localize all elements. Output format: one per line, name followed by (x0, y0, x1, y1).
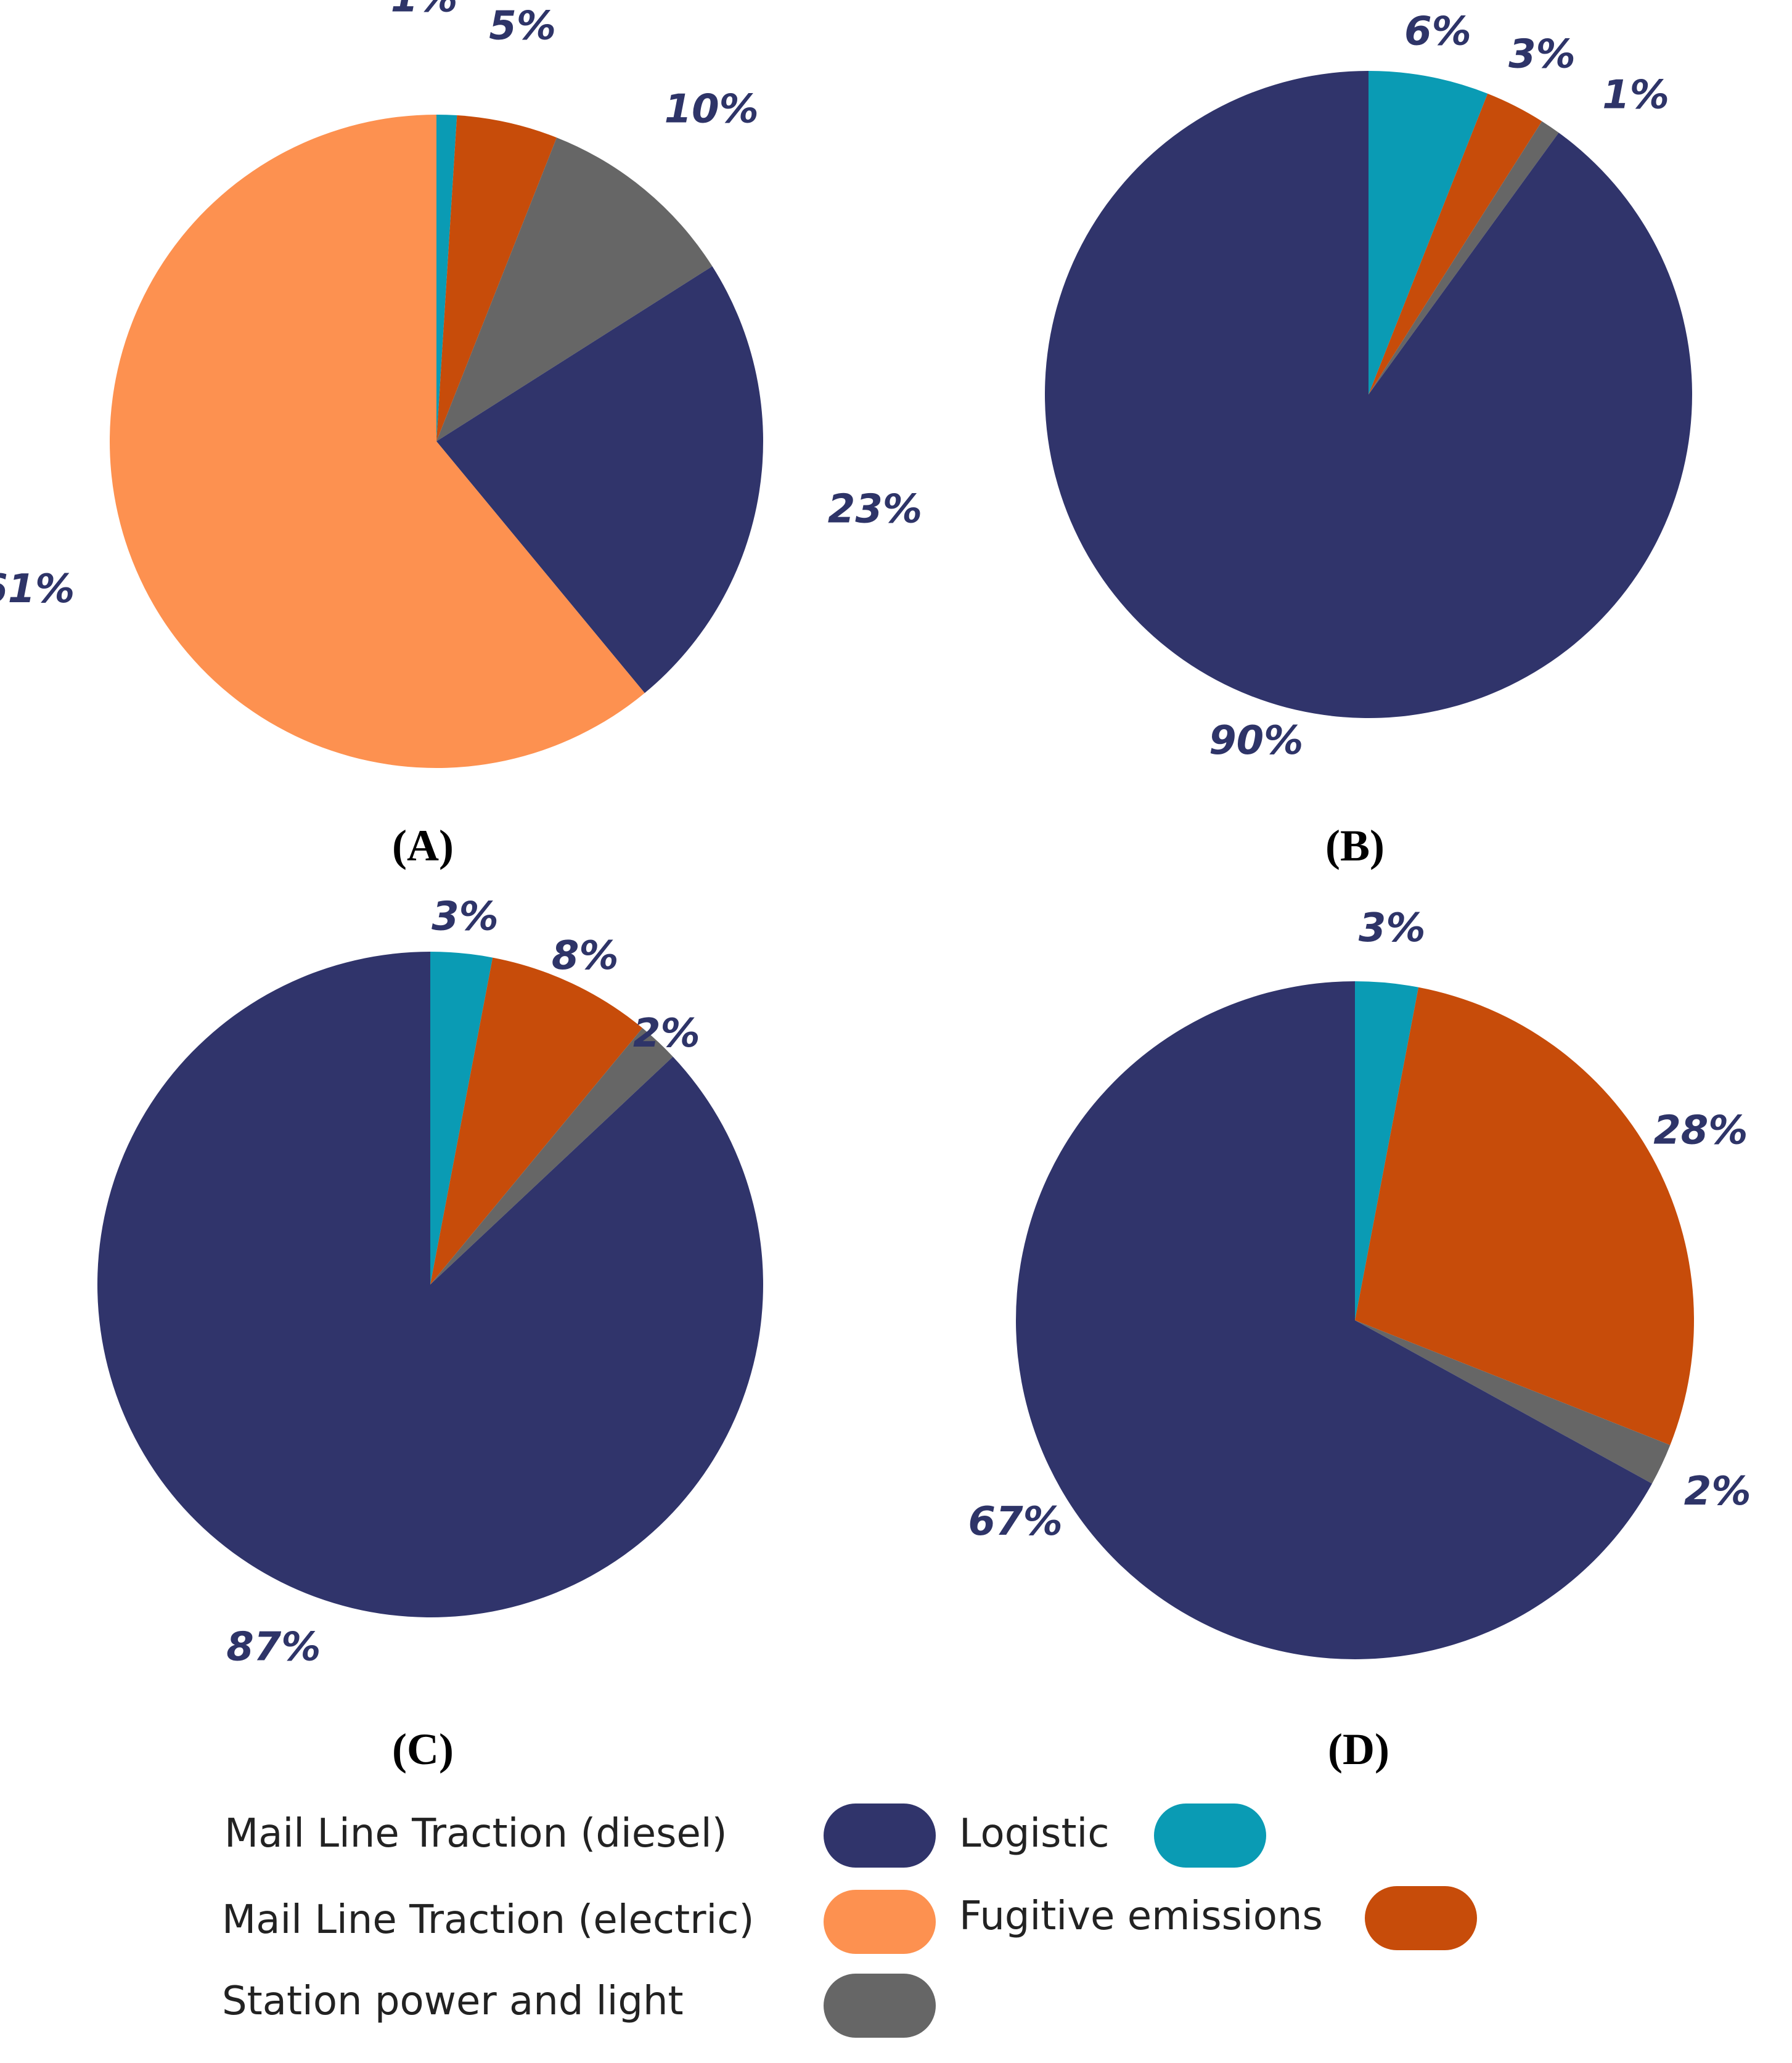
data-label: 67% (968, 1499, 1063, 1545)
data-label: 28% (1653, 1108, 1748, 1154)
data-label: 87% (226, 1624, 321, 1670)
legend-swatch-diesel (824, 1804, 936, 1868)
pie-chart-a: 1% 5% 10% 23% 61% (0, 0, 922, 769)
pie-slice-fugitive-emissions (1369, 93, 1542, 394)
pie-slice-mail-line-traction-diesel (1044, 71, 1692, 718)
data-label: 61% (0, 566, 75, 612)
legend-swatch-station (824, 1974, 936, 2038)
data-label: 8% (552, 933, 619, 979)
pie-slice-mail-line-traction-diesel (436, 266, 763, 693)
legend-item-station: Station power and light (222, 1974, 936, 2038)
data-label: 2% (633, 1011, 700, 1056)
data-label: 1% (391, 0, 458, 21)
pie-chart-c: 3% 8% 2% 87% (97, 894, 763, 1670)
panel-label-b: (B) (1325, 821, 1385, 870)
pie-slice-station-power-and-light (1355, 1320, 1671, 1484)
legend: Mail Line Traction (diesel) Mail Line Tr… (222, 1804, 1477, 2038)
legend-item-fugitive: Fugitive emissions (959, 1886, 1477, 1950)
panel-label-d: (D) (1328, 1725, 1389, 1774)
data-label: 3% (1508, 32, 1576, 78)
legend-item-logistic: Logistic (959, 1804, 1266, 1868)
pie-slice-mail-line-traction-electric (110, 115, 645, 769)
legend-label-electric: Mail Line Traction (electric) (222, 1897, 754, 1943)
pie-slice-mail-line-traction-diesel (97, 952, 763, 1618)
legend-label-fugitive: Fugitive emissions (959, 1893, 1323, 1939)
pie-slice-fugitive-emissions (1355, 987, 1694, 1445)
legend-label-station: Station power and light (222, 1979, 684, 2024)
pie-slice-logistic (1355, 981, 1419, 1320)
pie-slice-station-power-and-light (436, 137, 713, 442)
legend-swatch-electric (824, 1890, 936, 1954)
pie-slice-fugitive-emissions (436, 115, 557, 441)
legend-label-diesel: Mail Line Traction (diesel) (224, 1811, 727, 1857)
legend-label-logistic: Logistic (959, 1811, 1110, 1857)
pie-slice-logistic (1369, 71, 1488, 394)
pie-chart-d: 3% 28% 2% 67% (968, 905, 1751, 1659)
data-label: 2% (1684, 1469, 1751, 1514)
panel-label-c: (C) (392, 1725, 454, 1774)
legend-item-diesel: Mail Line Traction (diesel) (224, 1804, 936, 1868)
data-label: 1% (1602, 72, 1669, 118)
pie-slice-fugitive-emissions (430, 957, 643, 1285)
pie-slice-mail-line-traction-diesel (1016, 981, 1652, 1659)
pie-slice-logistic (436, 115, 457, 441)
panel-label-a: (A) (392, 821, 454, 870)
legend-swatch-logistic (1154, 1804, 1266, 1868)
data-label: 5% (489, 3, 556, 49)
data-label: 23% (828, 487, 922, 533)
data-label: 6% (1404, 9, 1471, 55)
legend-item-electric: Mail Line Traction (electric) (222, 1890, 936, 1954)
data-label: 90% (1209, 718, 1303, 764)
pie-slice-station-power-and-light (1369, 121, 1559, 394)
data-label: 3% (1359, 905, 1426, 951)
data-label: 10% (665, 87, 759, 133)
pie-chart-b: 6% 3% 1% 90% (1044, 9, 1692, 764)
pie-slice-logistic (430, 952, 493, 1285)
pie-slice-station-power-and-light (430, 1027, 673, 1285)
data-label: 3% (432, 894, 499, 940)
legend-swatch-fugitive (1365, 1886, 1477, 1950)
